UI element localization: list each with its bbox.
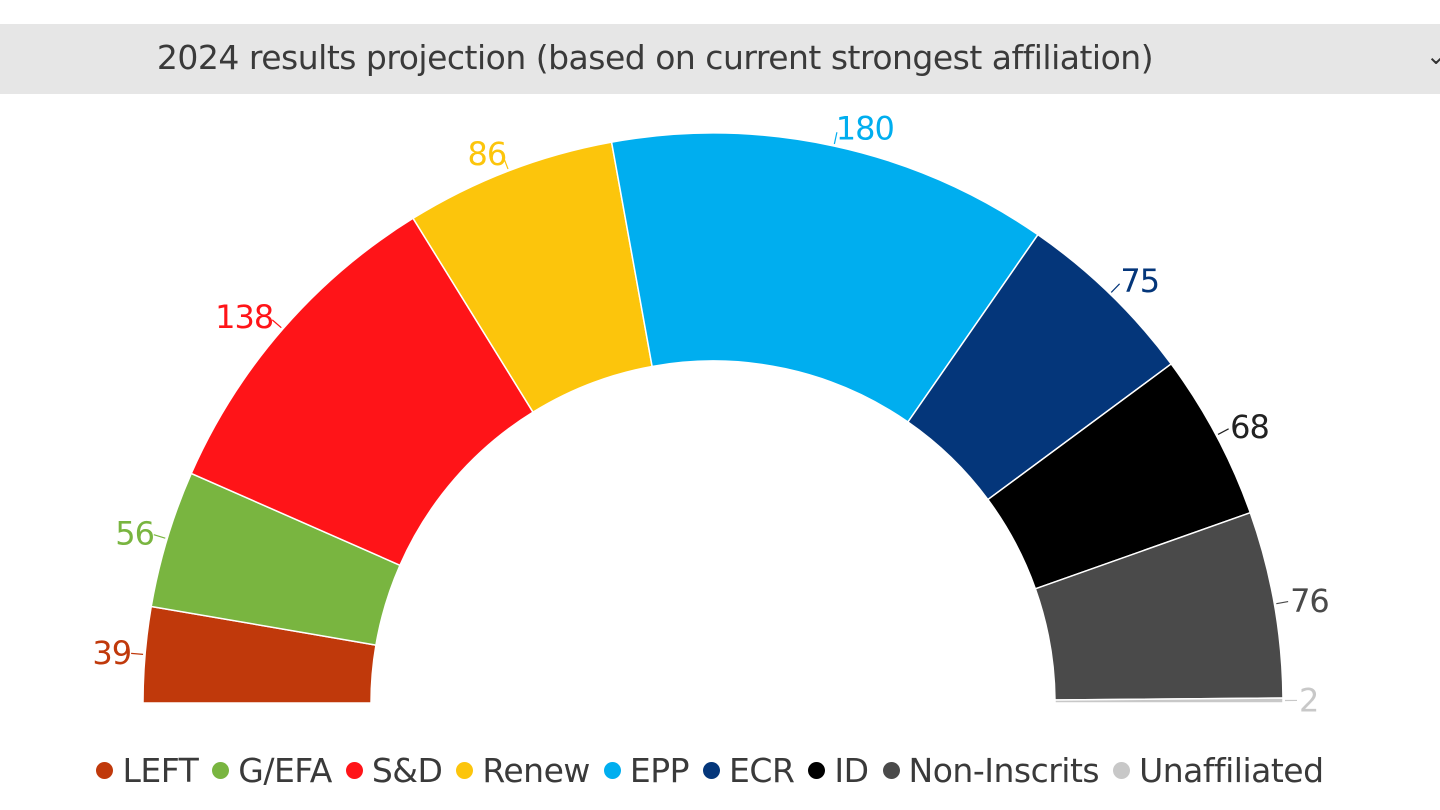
value-label-renew: 86 (468, 135, 507, 173)
legend-swatch-renew (456, 761, 474, 779)
segment-epp[interactable] (610, 132, 1039, 424)
value-label-unaffiliated: 2 (1299, 681, 1318, 719)
legend-label-left: LEFT (122, 750, 199, 790)
legend-item-non-inscrits[interactable]: Non-Inscrits (882, 750, 1100, 790)
legend-swatch-g-efa (212, 761, 230, 779)
leader-line-g-efa (153, 534, 166, 539)
legend-label-non-inscrits: Non-Inscrits (908, 750, 1100, 790)
legend-item-g-efa[interactable]: G/EFA (212, 751, 332, 790)
legend-swatch-id (808, 761, 826, 779)
legend-label-sandd: S&D (371, 750, 443, 790)
leader-line-renew (503, 157, 509, 170)
leader-line-epp (833, 132, 838, 145)
value-label-left: 39 (92, 634, 131, 672)
leader-line-id (1217, 428, 1229, 435)
value-label-epp: 180 (836, 109, 894, 147)
legend-label-epp: EPP (629, 750, 690, 790)
legend-item-sandd[interactable]: S&D (345, 750, 443, 790)
leader-line-left (131, 652, 144, 655)
legend-item-renew[interactable]: Renew (456, 750, 590, 790)
chevron-down-icon[interactable]: ⌄ (1426, 42, 1440, 70)
legend-swatch-epp (603, 761, 621, 779)
legend-swatch-ecr (703, 761, 721, 779)
legend-item-unaffiliated[interactable]: Unaffiliated (1113, 750, 1324, 790)
legend-swatch-sandd (345, 761, 363, 779)
legend-label-ecr: ECR (729, 750, 795, 790)
legend-item-id[interactable]: ID (808, 750, 869, 790)
legend-swatch-unaffiliated (1113, 761, 1131, 779)
legend-item-ecr[interactable]: ECR (703, 750, 795, 790)
legend-label-unaffiliated: Unaffiliated (1139, 750, 1324, 790)
value-label-sandd: 138 (215, 298, 273, 336)
value-label-non-inscrits: 76 (1290, 582, 1329, 620)
value-label-g-efa: 56 (115, 515, 154, 553)
legend-swatch-left (96, 761, 114, 779)
chart-legend: LEFT G/EFA S&D Renew EPP ECR ID Non-Inscrits Una… (0, 745, 1440, 795)
leader-line-non-inscrits (1276, 600, 1289, 605)
chart-header[interactable]: 2024 results projection (based on curren… (0, 24, 1440, 94)
value-label-id: 68 (1230, 408, 1269, 446)
legend-item-epp[interactable]: EPP (603, 750, 690, 790)
legend-label-id: ID (834, 750, 869, 790)
legend-label-renew: Renew (482, 750, 590, 790)
legend-swatch-non-inscrits (882, 761, 900, 779)
leader-line-ecr (1110, 283, 1121, 293)
leader-line-sandd (271, 319, 282, 329)
value-label-ecr: 75 (1120, 262, 1159, 300)
legend-item-left[interactable]: LEFT (96, 750, 199, 790)
segment-unaffiliated[interactable] (1054, 697, 1284, 704)
legend-label-g-efa: G/EFA (238, 750, 332, 790)
chart-title: 2024 results projection (based on curren… (156, 37, 1154, 77)
